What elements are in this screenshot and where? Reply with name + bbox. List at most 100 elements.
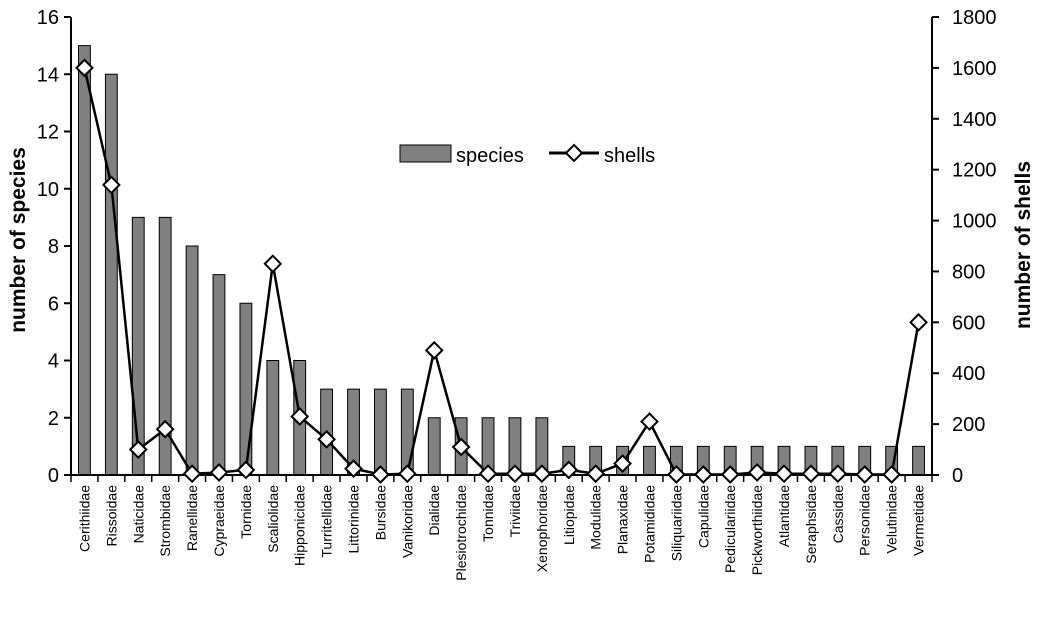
shells-point-littorinidae xyxy=(344,459,363,479)
y2-tick-label: 600 xyxy=(952,312,985,334)
shells-point-potamididae xyxy=(640,412,659,431)
y-tick-label: 16 xyxy=(37,7,59,29)
x-tick-label: Siliquariidae xyxy=(668,485,684,561)
bars-layer xyxy=(78,45,925,476)
shells-point-pediculariidae xyxy=(720,465,740,484)
y2-tick-label: 200 xyxy=(952,414,985,436)
legend-shells-marker xyxy=(564,143,584,163)
shells-point-bursidae xyxy=(371,465,390,484)
bar-tornidae xyxy=(239,302,253,476)
y2-tick-label: 800 xyxy=(952,261,985,283)
x-tick-label: Planaxidae xyxy=(615,485,631,554)
shells-point-capulidae xyxy=(693,465,713,484)
shells-point-vanikoridae xyxy=(397,464,417,484)
bar-cerithiidae xyxy=(78,45,91,476)
x-tick-label: Modulidae xyxy=(588,485,604,550)
shells-point-turritellidae xyxy=(317,429,337,449)
x-tick-label: Cassidae xyxy=(830,485,846,544)
y2-tick-label: 1000 xyxy=(952,211,997,233)
x-tick-label: Naticidae xyxy=(130,485,146,544)
bar-bursidae xyxy=(374,388,387,476)
y2-tick-label: 1600 xyxy=(952,58,997,80)
bar-naticidae xyxy=(131,216,145,476)
x-tick-label: Potamididae xyxy=(641,485,657,563)
shells-point-litiopidae xyxy=(559,460,579,480)
shells-point-tonnidae xyxy=(478,464,498,484)
shells-point-tornidae xyxy=(236,460,256,480)
shells-line xyxy=(83,67,920,476)
y-tick-label: 0 xyxy=(48,465,59,487)
y-tick-label: 6 xyxy=(48,293,59,315)
x-tick-label: Cerithiidae xyxy=(76,485,92,552)
x-tick-label: Seraphsidae xyxy=(803,485,819,564)
shells-point-atlantidae xyxy=(774,464,794,484)
y-tick-label: 2 xyxy=(48,408,59,430)
shells-point-hipponicidae xyxy=(290,407,310,426)
shells-point-cerithiidae xyxy=(75,58,94,78)
x-tick-label: Cypraeidae xyxy=(211,485,227,557)
y2-tick-label: 400 xyxy=(952,363,985,385)
x-tick-label: Velutinidae xyxy=(884,485,900,554)
x-tick-label: Capulidae xyxy=(695,485,711,548)
x-tick-label: Bursidae xyxy=(372,485,388,540)
x-tick-label: Triviidae xyxy=(507,485,523,538)
shells-point-cypraeidae xyxy=(209,463,229,482)
category-labels: Cerithiidae Rissoidae Naticidae Strombidae R… xyxy=(76,485,926,581)
shells-point-modulidae xyxy=(586,464,606,484)
x-tick-label: Scaliolidae xyxy=(265,485,281,553)
x-tick-label: Rissoidae xyxy=(103,485,119,547)
y-tick-label: 12 xyxy=(37,122,59,144)
bar-potamididae xyxy=(643,445,656,476)
x-tick-label: Litiopidae xyxy=(561,485,577,545)
shells-point-cassidae xyxy=(828,464,848,484)
y2-tick-label: 0 xyxy=(952,465,963,487)
legend: species shells xyxy=(399,143,655,167)
ticks-layer: 0 2 4 6 8 10 12 14 16 0 200 400 600 800 1000 1200 1400 16… xyxy=(37,7,997,487)
y-axis-title: number of species xyxy=(7,147,30,333)
shells-point-dialidae xyxy=(424,340,444,360)
y-tick-label: 10 xyxy=(37,179,59,201)
shells-point-planaxidae xyxy=(613,454,632,473)
x-tick-label: Littorinidae xyxy=(346,485,362,554)
shells-line-layer xyxy=(75,58,928,484)
x-tick-label: Tonnidae xyxy=(480,485,496,542)
y2-axis-title: number of shells xyxy=(1012,161,1035,329)
x-tick-label: Ranellidae xyxy=(184,485,200,551)
y-tick-label: 8 xyxy=(48,236,59,258)
bar-vanikoridae xyxy=(400,388,414,476)
x-tick-label: Pediculariidae xyxy=(722,485,738,573)
bar-scaliolidae xyxy=(266,360,280,476)
shells-point-velutinidae xyxy=(882,465,902,484)
x-tick-label: Plesiotrochidae xyxy=(453,485,469,581)
x-tick-label: Vanikoridae xyxy=(399,485,415,558)
y2-tick-label: 1800 xyxy=(952,7,997,29)
x-tick-label: Tornidae xyxy=(238,485,254,539)
axes-layer xyxy=(70,17,933,476)
y2-tick-label: 1400 xyxy=(952,109,997,131)
x-tick-label: Atlantidae xyxy=(776,485,792,547)
x-tick-label: Personidae xyxy=(857,485,873,556)
shells-point-strombidae xyxy=(155,419,175,439)
bar-rissoidae xyxy=(104,73,118,476)
bar-vermetidae xyxy=(912,445,925,476)
shells-point-pickworthiidae xyxy=(747,463,767,482)
shells-point-personidae xyxy=(855,465,875,484)
shells-point-ranellidae xyxy=(182,464,202,484)
y2-tick-label: 1200 xyxy=(952,160,997,182)
bar-cypraeidae xyxy=(212,274,226,476)
shells-point-scaliolidae xyxy=(263,254,283,274)
x-tick-label: Hipponicidae xyxy=(292,485,308,566)
x-tick-label: Vermetidae xyxy=(911,485,927,556)
legend-species-label: species xyxy=(456,145,524,167)
shells-point-naticidae xyxy=(128,440,148,459)
shells-point-rissoidae xyxy=(101,175,121,195)
shells-point-triviidae xyxy=(505,464,525,484)
x-tick-label: Dialidae xyxy=(426,485,442,536)
x-tick-label: Pickworthiidae xyxy=(749,485,765,575)
legend-species-swatch xyxy=(399,144,452,163)
bar-ranellidae xyxy=(185,245,199,476)
shells-point-plesiotrochidae xyxy=(451,437,471,457)
x-tick-label: Turritellidae xyxy=(319,485,335,558)
legend-shells-label: shells xyxy=(604,145,655,167)
